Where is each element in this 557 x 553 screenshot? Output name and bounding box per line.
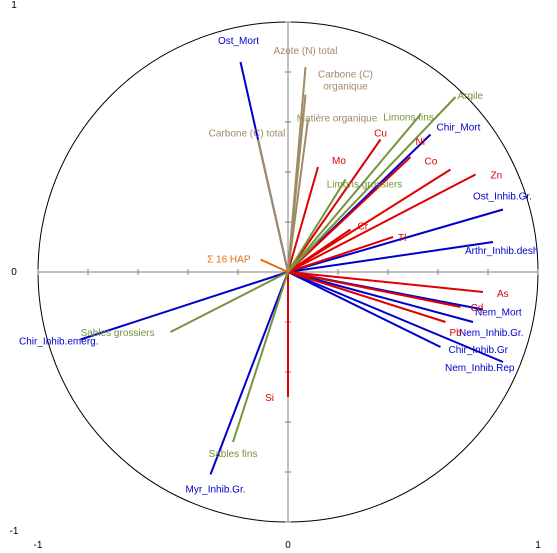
vector-sables-grossiers — [170, 271, 289, 333]
vector-16-hap — [260, 258, 289, 273]
vector-label-azote-n-total: Azote (N) total — [274, 46, 338, 57]
vector-label-chir-inhib-gr: Chir_Inhib.Gr — [449, 345, 509, 356]
vector-label-si: Si — [265, 393, 274, 404]
vector-limons-grossiers — [287, 178, 347, 273]
vector-limons-fins — [287, 113, 422, 273]
vector-argile — [287, 96, 457, 273]
y-tick-label: -1 — [10, 526, 19, 537]
vector-cd — [287, 271, 461, 308]
vector-zn — [287, 173, 476, 273]
x-tick-label: 1 — [535, 540, 541, 551]
vector-label-sables-grossiers: Sables grossiers — [81, 328, 155, 339]
vector-label-mo: Mo — [332, 156, 346, 167]
vector-tl — [287, 236, 394, 273]
vector-label-nem-inhib-rep: Nem_Inhib.Rep — [445, 363, 515, 374]
vector-label-mati-re-organique: Matière organique — [297, 114, 378, 125]
vector-label-limons-grossiers: Limons grossiers — [327, 180, 403, 191]
vector-label-ni: Ni — [416, 137, 425, 148]
vector-cr — [287, 228, 352, 273]
vector-nem-inhib-rep — [287, 271, 504, 363]
vector-nem-inhib-gr — [287, 271, 474, 323]
vector-label-zn: Zn — [491, 171, 503, 182]
vector-label-carbone-c-total: Carbone (C) total — [209, 129, 286, 140]
vector-label-sables-fins: Sables fins — [209, 449, 258, 460]
x-tick-label: 0 — [285, 540, 291, 551]
vector-label-nem-inhib-gr: Nem_Inhib.Gr. — [459, 328, 523, 339]
vector-label-ost-inhib-gr: Ost_Inhib.Gr. — [473, 192, 532, 203]
labels-layer: Ost_Mort Chir_Mort Ost_Inhib.Gr. Arthr_Inhi… — [19, 36, 538, 496]
vector-label-limons-fins: Limons fins — [383, 113, 434, 124]
vector-label-16-hap: Σ 16 HAP — [207, 255, 251, 266]
vector-label-chir-mort: Chir_Mort — [437, 123, 481, 134]
vector-ost-inhib-gr — [287, 208, 504, 273]
vector-chir-inhib-gr — [287, 271, 441, 348]
vector-label-pb: Pb — [450, 328, 463, 339]
vector-label-as: As — [497, 289, 509, 300]
vector-arthr-inhib-desh — [287, 241, 494, 273]
vector-mo — [287, 166, 319, 273]
vector-label-cd: Cd — [471, 303, 484, 314]
vector-sables-fins — [232, 271, 289, 443]
vector-label-nem-mort: Nem_Mort — [475, 308, 522, 319]
vector-pb — [287, 271, 446, 323]
vector-as — [287, 271, 484, 293]
vector-carbone-c-total — [257, 139, 289, 273]
y-tick-label: 0 — [11, 267, 17, 278]
x-tick-label: -1 — [34, 540, 43, 551]
vector-label-tl: Tl — [398, 233, 406, 244]
vector-cu — [287, 138, 382, 273]
vector-label-co: Co — [425, 157, 438, 168]
vector-label-ost-mort: Ost_Mort — [218, 36, 259, 47]
vector-label-carbone-c-organique: Carbone (C) organique — [318, 70, 373, 93]
vectors-layer — [80, 61, 504, 475]
vector-label-myr-inhib-gr: Myr_Inhib.Gr. — [185, 485, 245, 496]
vector-ni — [287, 156, 412, 273]
vector-mati-re-organique — [287, 119, 309, 273]
vector-myr-inhib-gr — [209, 271, 289, 475]
vector-label-argile: Argile — [458, 91, 484, 102]
vector-co — [287, 168, 452, 273]
vector-label-arthr-inhib-desh: Arthr_Inhib.desh — [465, 246, 538, 257]
vector-label-cr: Cr — [358, 222, 369, 233]
axes-layer: 1 0 -1 -1 0 1 — [10, 0, 542, 551]
y-tick-label: 1 — [11, 0, 17, 11]
vector-label-chir-inhib-emerg: Chir_Inhib.emerg. — [19, 337, 98, 348]
vector-label-cu: Cu — [374, 129, 387, 140]
vector-chir-inhib-emerg — [80, 271, 289, 341]
